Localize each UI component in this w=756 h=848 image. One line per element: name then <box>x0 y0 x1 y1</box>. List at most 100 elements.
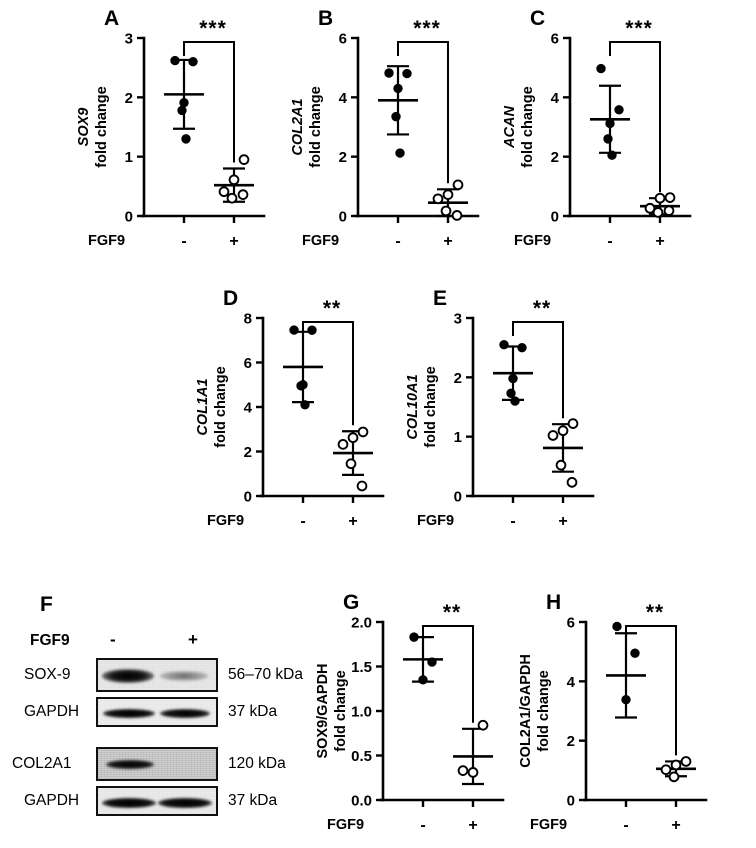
data-point <box>499 340 509 350</box>
data-point <box>409 632 419 642</box>
data-point <box>442 189 454 200</box>
y-axis-tick-label: 2 <box>454 370 462 387</box>
data-point <box>179 97 189 108</box>
scatter-plot-h: 0 2 4 6 COL2A1/GAPDH fold change ** - + FGF9 <box>518 601 708 834</box>
data-point <box>391 111 401 122</box>
y-axis-tick-label: 3 <box>125 31 133 48</box>
data-point <box>177 105 187 116</box>
data-point <box>668 771 680 783</box>
blot-band-lane1 <box>103 709 155 718</box>
y-axis-tick-label: 2 <box>244 444 252 461</box>
x-axis-group-label: - <box>623 817 628 834</box>
y-axis-tick-label: 6 <box>339 31 347 48</box>
significance-marker: *** <box>413 17 441 40</box>
y-axis-title-units: fold change <box>213 366 229 447</box>
data-point <box>477 719 489 731</box>
blot-size-label: 120 kDa <box>228 755 286 772</box>
panel-d-col1a1: D 0 2 4 6 8 COL1A1 fold change ** - + FGF9 <box>195 288 401 544</box>
blot-band-lane2 <box>158 798 212 808</box>
panel-h-col2a1-gapdh: H 0 2 4 6 COL2A1/GAPDH fold change ** - + FGF9 <box>518 591 724 848</box>
y-axis-tick-label: 2.0 <box>351 615 372 632</box>
blot-size-label: 37 kDa <box>228 792 278 809</box>
y-axis-title-gene: COL2A1 <box>290 98 306 155</box>
scatter-plot-g: 0.0 0.5 1.0 1.5 2.0 SOX9/GAPDH fold change ** - +… <box>315 601 505 834</box>
blot-row-col2a1: COL2A1 120 kDa <box>0 747 320 783</box>
blot-header-fgf9: FGF9 <box>30 632 70 649</box>
data-point <box>467 767 479 778</box>
x-axis-title-fgf9: FGF9 <box>327 817 364 833</box>
x-axis-title-fgf9: FGF9 <box>207 513 244 529</box>
x-axis-title-fgf9: FGF9 <box>417 513 454 529</box>
x-axis-group-label: + <box>655 233 664 250</box>
y-axis-title-gene: ACAN <box>502 106 518 149</box>
data-point <box>567 418 579 429</box>
data-point <box>506 388 516 399</box>
y-axis-title-gene: COL10A1 <box>405 374 421 439</box>
data-point <box>547 430 559 441</box>
y-axis-tick-label: 0 <box>567 793 575 810</box>
blot-band-lane1 <box>106 760 154 769</box>
significance-marker: ** <box>443 601 461 624</box>
panel-g-sox9-gapdh: G 0.0 0.5 1.0 1.5 2.0 SOX9/GAPDH fold change ** -… <box>315 592 521 848</box>
y-axis-tick-label: 1.5 <box>351 659 372 676</box>
y-axis-title-units: fold change <box>423 366 439 447</box>
x-axis-group-label: - <box>420 817 425 834</box>
scatter-plot-c: 0 2 4 6 ACAN fold change *** - + FGF9 <box>502 17 692 250</box>
x-axis-title-fgf9: FGF9 <box>514 233 551 249</box>
x-axis-group-label: + <box>348 513 357 530</box>
y-axis-tick-label: 4 <box>244 400 253 417</box>
data-point <box>510 396 520 406</box>
y-axis-tick-label: 6 <box>244 355 252 372</box>
data-point <box>393 83 403 94</box>
data-point <box>170 55 180 66</box>
panel-letter-e: E <box>433 287 448 310</box>
panel-letter-f: F <box>40 593 53 616</box>
data-point <box>226 192 238 204</box>
data-point <box>596 63 606 74</box>
y-axis-tick-label: 1 <box>125 149 133 166</box>
panel-letter-h: H <box>546 591 562 614</box>
scatter-plot-e: 0 1 2 3 COL10A1 fold change ** - + FGF9 <box>405 297 595 530</box>
y-axis-title-units: fold change <box>308 86 324 167</box>
data-point <box>451 210 463 221</box>
x-axis-group-label: + <box>229 233 238 250</box>
data-point <box>644 202 656 214</box>
data-point <box>630 648 640 658</box>
data-point <box>557 425 569 437</box>
data-point <box>218 186 230 198</box>
y-axis-tick-label: 1.0 <box>351 704 372 721</box>
panel-e-col10a1: E 0 1 2 3 COL10A1 fold change ** - + FGF9 <box>405 287 611 544</box>
blot-row-gapdh-2: GAPDH 37 kDa <box>0 786 320 818</box>
data-point <box>603 134 613 144</box>
blot-lane-minus: - <box>110 630 116 649</box>
data-point <box>654 192 666 204</box>
data-point <box>345 458 357 470</box>
x-axis-group-label: - <box>510 513 515 530</box>
data-point <box>457 765 469 776</box>
data-point <box>605 118 615 129</box>
significance-marker: ** <box>323 297 341 320</box>
y-axis-tick-label: 8 <box>244 311 252 328</box>
data-point <box>664 192 676 203</box>
panel-letter-b: B <box>318 7 334 30</box>
data-point <box>300 400 310 410</box>
significance-marker: ** <box>533 297 551 320</box>
significance-marker: *** <box>199 17 227 40</box>
blot-size-label: 56–70 kDa <box>228 666 303 683</box>
y-axis-tick-label: 3 <box>454 311 462 328</box>
y-axis-tick-label: 4 <box>551 90 560 107</box>
data-point <box>670 759 682 771</box>
blot-lane-plus: + <box>188 630 198 649</box>
y-axis-tick-label: 0 <box>125 209 133 226</box>
blot-image-gapdh-1 <box>96 697 218 727</box>
blot-band-lane2 <box>160 709 210 718</box>
data-point <box>508 373 518 384</box>
x-axis-group-label: - <box>607 233 612 250</box>
y-axis-title-gene: COL1A1 <box>195 378 211 435</box>
data-point <box>612 621 622 632</box>
data-point <box>402 68 412 79</box>
data-point <box>517 342 527 353</box>
blot-target-label: COL2A1 <box>12 755 72 772</box>
data-point <box>660 764 672 776</box>
blot-target-label: SOX-9 <box>24 666 71 683</box>
